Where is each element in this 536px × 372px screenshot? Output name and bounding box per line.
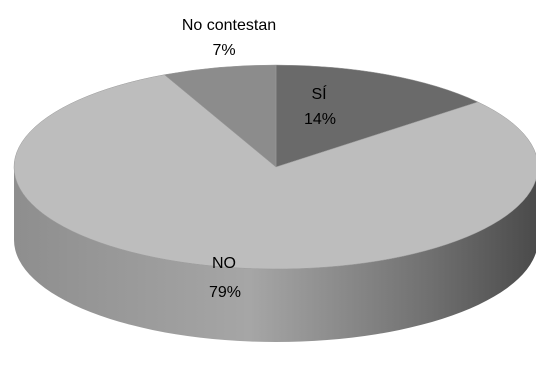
pie-slice-no [13,74,536,270]
slice-value-no: 79% [209,284,241,301]
slice-label-si: SÍ [311,84,327,103]
slice-label-no: NO [212,255,236,272]
pie-side-wall [14,167,536,342]
slice-value-si: 14% [304,111,336,128]
pie-slice-s- [275,64,479,168]
pie-slice-no-contestan [163,64,277,168]
slice-value-no-contestan: 7% [212,42,235,59]
slice-label-no-contestan: No contestan [182,17,276,34]
